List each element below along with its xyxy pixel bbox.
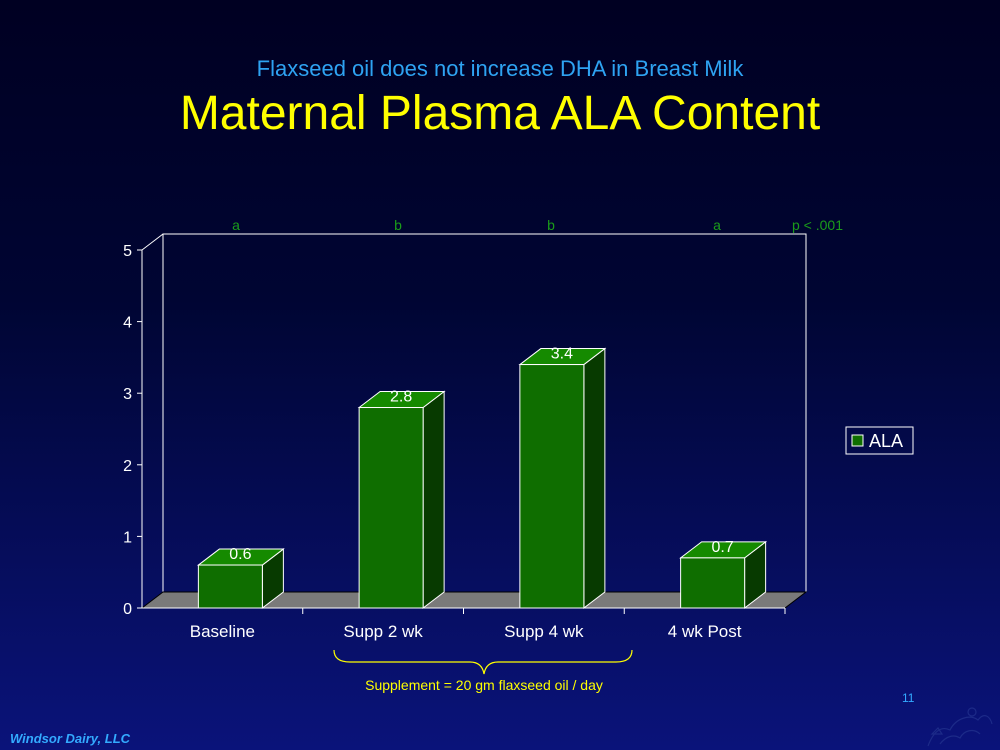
- x-tick-label: Supp 2 wk: [343, 622, 423, 641]
- logo-icon: [927, 707, 993, 747]
- bar: [358, 407, 424, 609]
- data-label: 0.7: [712, 539, 734, 556]
- significance-letter: a: [232, 217, 240, 233]
- bar: [519, 364, 585, 609]
- y-tick-label: 3: [123, 386, 132, 403]
- data-label: 3.4: [551, 346, 573, 363]
- significance-letter: b: [394, 217, 402, 233]
- y-tick-label: 5: [123, 243, 132, 260]
- legend-box: [845, 426, 914, 455]
- y-tick-label: 2: [123, 458, 132, 475]
- y-tick-label: 1: [123, 529, 132, 546]
- slide-subtitle: Flaxseed oil does not increase DHA in Br…: [256, 56, 744, 81]
- legend-swatch: [851, 434, 864, 447]
- bar: [680, 557, 746, 609]
- p-value-label: p < .001: [792, 217, 843, 233]
- x-tick-label: 4 wk Post: [668, 622, 742, 641]
- supplement-annotation: Supplement = 20 gm flaxseed oil / day: [365, 677, 603, 693]
- bar-side-face: [583, 347, 606, 610]
- slide-number: 11: [902, 691, 915, 705]
- chart-wall-edge: [141, 233, 164, 251]
- supplement-brace: [333, 649, 633, 675]
- x-tick-label: Supp 4 wk: [504, 622, 584, 641]
- legend-label: ALA: [869, 431, 903, 451]
- x-tick-label: Baseline: [190, 622, 255, 641]
- significance-letter: a: [713, 217, 721, 233]
- footer-company: Windsor Dairy, LLC: [10, 731, 131, 746]
- data-label: 2.8: [390, 389, 412, 406]
- significance-letter: b: [547, 217, 555, 233]
- y-tick-label: 0: [123, 601, 132, 618]
- bar: [197, 564, 263, 609]
- bar-side-face: [422, 390, 445, 610]
- slide-title: Maternal Plasma ALA Content: [179, 87, 821, 140]
- data-label: 0.6: [229, 546, 251, 563]
- chart-back-wall: [162, 233, 807, 593]
- y-tick-label: 4: [123, 315, 132, 332]
